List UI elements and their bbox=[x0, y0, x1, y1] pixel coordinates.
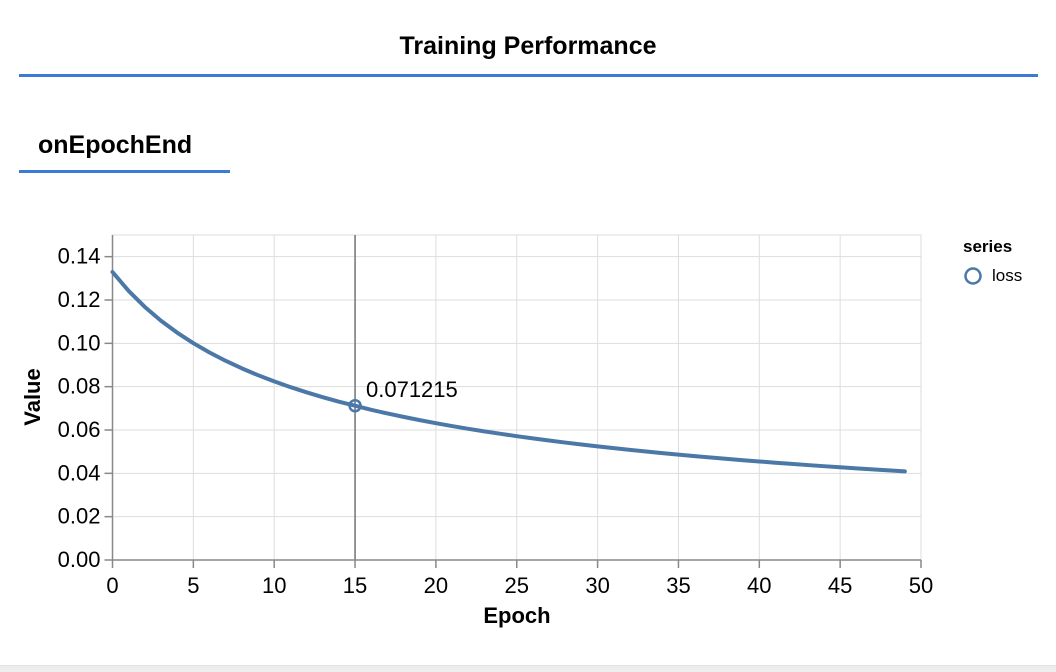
x-tick-label: 30 bbox=[585, 573, 609, 598]
x-tick-label: 25 bbox=[505, 573, 529, 598]
loss-chart[interactable]: 0 5 10 15 20 25 30 35 40 45 50 0.00 0.02 0.04 0.06 0.08… bbox=[0, 225, 1056, 640]
y-axis-title: Value bbox=[20, 368, 45, 426]
legend-entry-loss: loss bbox=[963, 266, 1022, 286]
title-divider bbox=[19, 74, 1038, 77]
y-tick-label: 0.10 bbox=[58, 330, 101, 355]
loss-line bbox=[110, 269, 907, 474]
x-tick-label: 5 bbox=[187, 573, 199, 598]
y-tick-label: 0.14 bbox=[58, 244, 101, 269]
page-title: Training Performance bbox=[399, 32, 657, 60]
y-tick-label: 0.00 bbox=[58, 547, 101, 572]
x-tick-label: 40 bbox=[747, 573, 771, 598]
x-tick-label: 10 bbox=[262, 573, 286, 598]
y-tick-label: 0.04 bbox=[58, 460, 101, 485]
y-tick-label: 0.06 bbox=[58, 417, 101, 442]
legend: series loss bbox=[963, 237, 1022, 286]
bottom-scroll-edge bbox=[0, 665, 1056, 672]
hover-value-label: 0.071215 bbox=[366, 377, 458, 402]
legend-entry-label: loss bbox=[992, 266, 1023, 285]
y-tick-label: 0.02 bbox=[58, 504, 101, 529]
y-tick-label: 0.12 bbox=[58, 287, 101, 312]
loss-circle-icon bbox=[964, 267, 982, 285]
x-tick-label: 45 bbox=[828, 573, 852, 598]
y-tick-label: 0.08 bbox=[58, 374, 101, 399]
section-title: onEpochEnd bbox=[38, 131, 193, 159]
x-tick-label: 35 bbox=[666, 573, 690, 598]
x-axis-title: Epoch bbox=[483, 603, 551, 628]
x-tick-label: 50 bbox=[909, 573, 933, 598]
section-divider bbox=[19, 170, 230, 173]
hover-point-marker bbox=[348, 398, 362, 413]
x-tick-label: 20 bbox=[424, 573, 448, 598]
chart-canvas[interactable]: 0 5 10 15 20 25 30 35 40 45 50 0.00 0.02 0.04 0.06 0.08… bbox=[0, 225, 1056, 640]
legend-title: series bbox=[963, 237, 1013, 256]
x-tick-label: 0 bbox=[106, 573, 118, 598]
x-tick-label: 15 bbox=[343, 573, 367, 598]
